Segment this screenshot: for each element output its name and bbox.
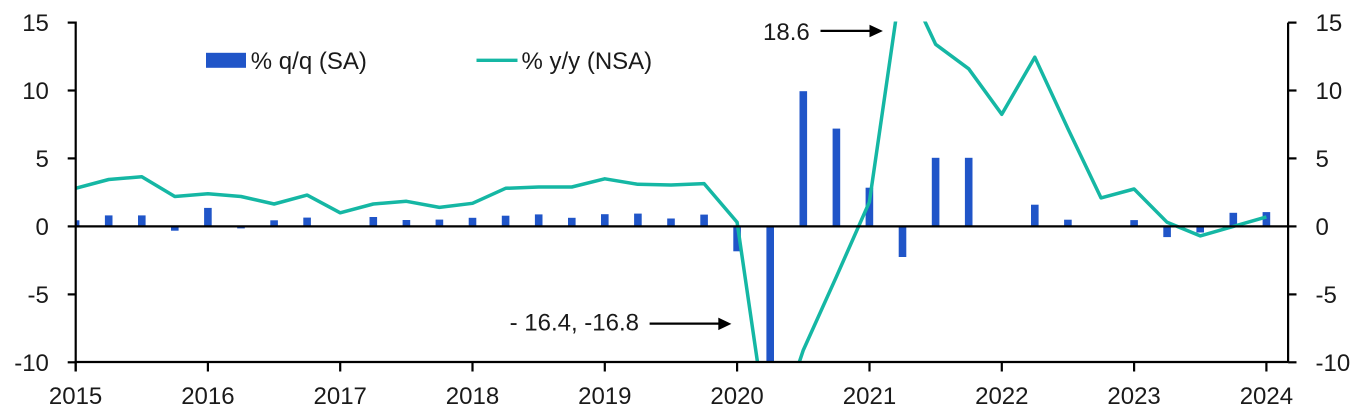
svg-text:10: 10 <box>1316 78 1343 105</box>
svg-text:2019: 2019 <box>578 383 631 410</box>
svg-text:2022: 2022 <box>975 383 1028 410</box>
svg-text:-5: -5 <box>28 282 49 309</box>
svg-text:-10: -10 <box>14 350 49 377</box>
svg-text:5: 5 <box>36 146 49 173</box>
svg-text:2018: 2018 <box>446 383 499 410</box>
svg-text:2021: 2021 <box>843 383 896 410</box>
svg-text:15: 15 <box>1316 10 1343 37</box>
svg-text:0: 0 <box>36 214 49 241</box>
svg-text:18.6: 18.6 <box>763 19 810 46</box>
svg-text:0: 0 <box>1316 214 1329 241</box>
svg-text:2024: 2024 <box>1240 383 1293 410</box>
svg-text:2016: 2016 <box>181 383 234 410</box>
svg-text:% y/y (NSA): % y/y (NSA) <box>522 48 653 75</box>
svg-text:2015: 2015 <box>49 383 102 410</box>
svg-text:-10: -10 <box>1316 350 1351 377</box>
svg-text:5: 5 <box>1316 146 1329 173</box>
svg-text:% q/q (SA): % q/q (SA) <box>251 48 367 75</box>
svg-text:- 16.4, -16.8: - 16.4, -16.8 <box>510 310 639 337</box>
svg-text:15: 15 <box>22 10 49 37</box>
svg-text:10: 10 <box>22 78 49 105</box>
svg-text:2017: 2017 <box>314 383 367 410</box>
svg-text:2020: 2020 <box>710 383 763 410</box>
svg-text:2023: 2023 <box>1107 383 1160 410</box>
svg-text:-5: -5 <box>1316 282 1337 309</box>
